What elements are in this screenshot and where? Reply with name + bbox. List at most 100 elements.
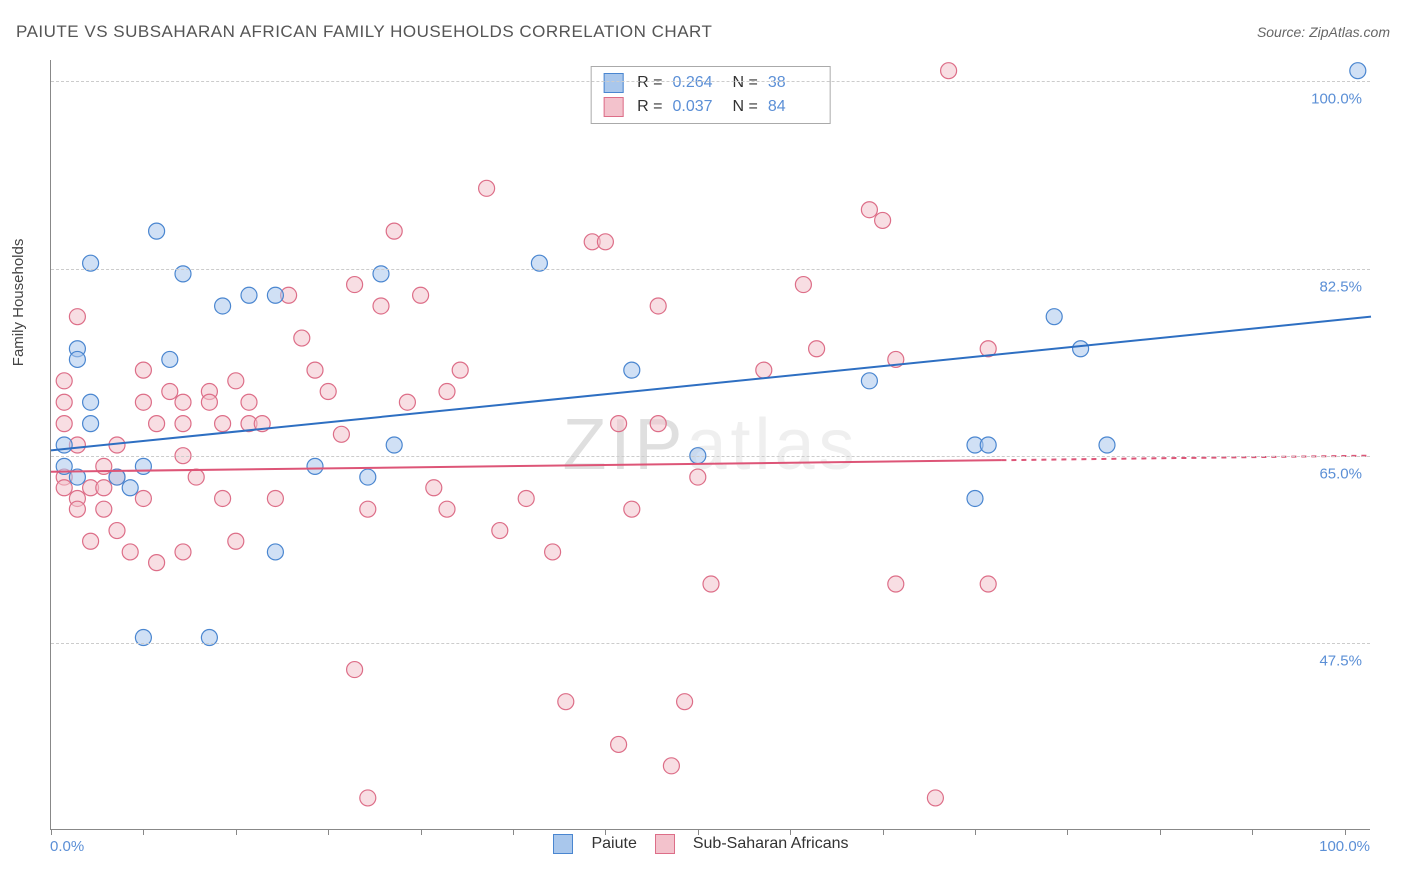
data-point [611, 736, 627, 752]
data-point [479, 180, 495, 196]
data-point [1073, 341, 1089, 357]
data-point [690, 469, 706, 485]
legend-r-value: 0.037 [673, 95, 723, 119]
data-point [241, 394, 257, 410]
data-point [650, 416, 666, 432]
data-point [307, 362, 323, 378]
data-point [703, 576, 719, 592]
data-point [360, 469, 376, 485]
data-point [439, 384, 455, 400]
data-point [386, 223, 402, 239]
data-point [558, 694, 574, 710]
legend-swatch [553, 834, 573, 854]
data-point [399, 394, 415, 410]
data-point [439, 501, 455, 517]
data-point [650, 298, 666, 314]
data-point [241, 287, 257, 303]
legend-r-label: R = [637, 71, 662, 95]
trend-line [51, 460, 1001, 472]
data-point [149, 416, 165, 432]
data-point [333, 426, 349, 442]
data-point [83, 416, 99, 432]
data-point [162, 351, 178, 367]
data-point [135, 394, 151, 410]
data-point [413, 287, 429, 303]
data-point [215, 298, 231, 314]
data-point [426, 480, 442, 496]
legend-series-label: Sub-Saharan Africans [693, 835, 849, 852]
data-point [96, 480, 112, 496]
data-point [215, 490, 231, 506]
data-point [360, 790, 376, 806]
data-point [122, 544, 138, 560]
data-point [135, 458, 151, 474]
data-point [69, 501, 85, 517]
data-point [875, 212, 891, 228]
data-point [135, 490, 151, 506]
data-point [56, 416, 72, 432]
legend-stat-row: R =0.037N =84 [603, 95, 818, 119]
data-point [492, 523, 508, 539]
data-point [360, 501, 376, 517]
gridline [51, 643, 1370, 644]
legend-swatch [655, 834, 675, 854]
data-point [228, 533, 244, 549]
data-point [795, 277, 811, 293]
data-point [267, 544, 283, 560]
data-point [347, 277, 363, 293]
y-tick-label: 100.0% [1311, 91, 1362, 108]
trend-line [51, 317, 1371, 451]
data-point [452, 362, 468, 378]
legend-n-value: 84 [768, 95, 818, 119]
data-point [215, 416, 231, 432]
data-point [69, 351, 85, 367]
data-point [149, 555, 165, 571]
data-point [809, 341, 825, 357]
data-point [347, 662, 363, 678]
data-point [677, 694, 693, 710]
data-point [307, 458, 323, 474]
data-point [663, 758, 679, 774]
legend-swatch [603, 97, 623, 117]
data-point [1350, 63, 1366, 79]
data-point [228, 373, 244, 389]
data-point [294, 330, 310, 346]
data-point [175, 544, 191, 560]
legend-series: PaiuteSub-Saharan Africans [50, 834, 1370, 854]
data-point [135, 362, 151, 378]
data-point [267, 490, 283, 506]
data-point [96, 501, 112, 517]
legend-stat-row: R =0.264N =38 [603, 71, 818, 95]
legend-stats: R =0.264N =38R =0.037N =84 [590, 66, 831, 124]
data-point [861, 373, 877, 389]
source-attribution: Source: ZipAtlas.com [1257, 24, 1390, 40]
data-point [1046, 309, 1062, 325]
legend-r-label: R = [637, 95, 662, 119]
data-point [175, 416, 191, 432]
gridline [51, 81, 1370, 82]
data-point [56, 394, 72, 410]
data-point [373, 298, 389, 314]
data-point [861, 202, 877, 218]
data-point [1099, 437, 1115, 453]
data-point [941, 63, 957, 79]
y-tick-label: 47.5% [1319, 652, 1362, 669]
legend-swatch [603, 73, 623, 93]
y-axis-label: Family Households [10, 239, 27, 367]
y-tick-label: 65.0% [1319, 465, 1362, 482]
data-point [56, 373, 72, 389]
data-point [545, 544, 561, 560]
data-point [320, 384, 336, 400]
gridline [51, 456, 1370, 457]
data-point [518, 490, 534, 506]
data-point [611, 416, 627, 432]
chart-plot-area: ZIPatlas R =0.264N =38R =0.037N =84 47.5… [50, 60, 1370, 830]
data-point [927, 790, 943, 806]
legend-n-label: N = [733, 71, 758, 95]
data-point [122, 480, 138, 496]
data-point [980, 576, 996, 592]
data-point [56, 480, 72, 496]
data-point [624, 501, 640, 517]
data-point [109, 523, 125, 539]
legend-r-value: 0.264 [673, 71, 723, 95]
